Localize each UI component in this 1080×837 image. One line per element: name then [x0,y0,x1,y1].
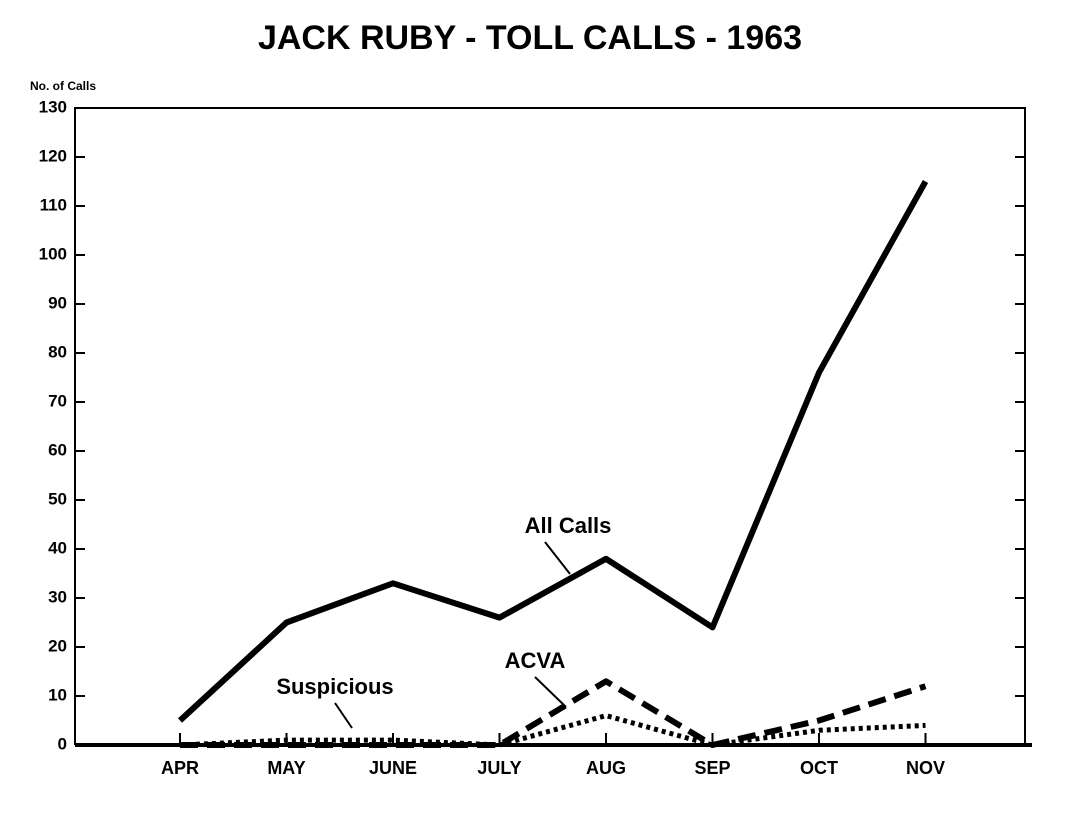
series-line [180,678,927,748]
x-tick-label: NOV [906,758,945,778]
series-line [179,713,926,748]
y-tick-label: 120 [39,146,67,165]
y-tick-label: 40 [48,538,67,557]
y-tick-label: 60 [48,440,67,459]
y-tick-label: 70 [48,391,67,410]
x-tick-label: JULY [477,758,521,778]
series-label: All Calls [525,513,612,538]
y-tick-label: 50 [48,489,67,508]
x-tick-label: AUG [586,758,626,778]
y-tick-label: 10 [48,685,67,704]
leader-line [334,702,353,729]
chart-title: JACK RUBY - TOLL CALLS - 1963 [258,19,802,57]
y-axis-label: No. of Calls [30,79,96,93]
x-tick-label: APR [161,758,199,778]
y-tick-label: 100 [39,244,67,263]
y-tick-label: 30 [48,587,67,606]
y-tick-label: 130 [39,97,67,116]
x-tick-label: SEP [694,758,730,778]
series-label: ACVA [505,648,566,673]
series-line [177,180,929,723]
y-tick-label: 110 [40,195,67,214]
leader-line [544,541,571,575]
y-tick-label: 20 [48,636,67,655]
x-tick-label: MAY [267,758,305,778]
plot-frame [74,107,1026,745]
y-tick-label: 0 [58,734,67,753]
x-tick-label: JUNE [369,758,417,778]
x-tick-label: OCT [800,758,838,778]
series-label: Suspicious [276,674,393,699]
leader-line [534,676,567,708]
y-tick-label: 90 [48,293,67,312]
y-tick-label: 80 [48,342,67,361]
